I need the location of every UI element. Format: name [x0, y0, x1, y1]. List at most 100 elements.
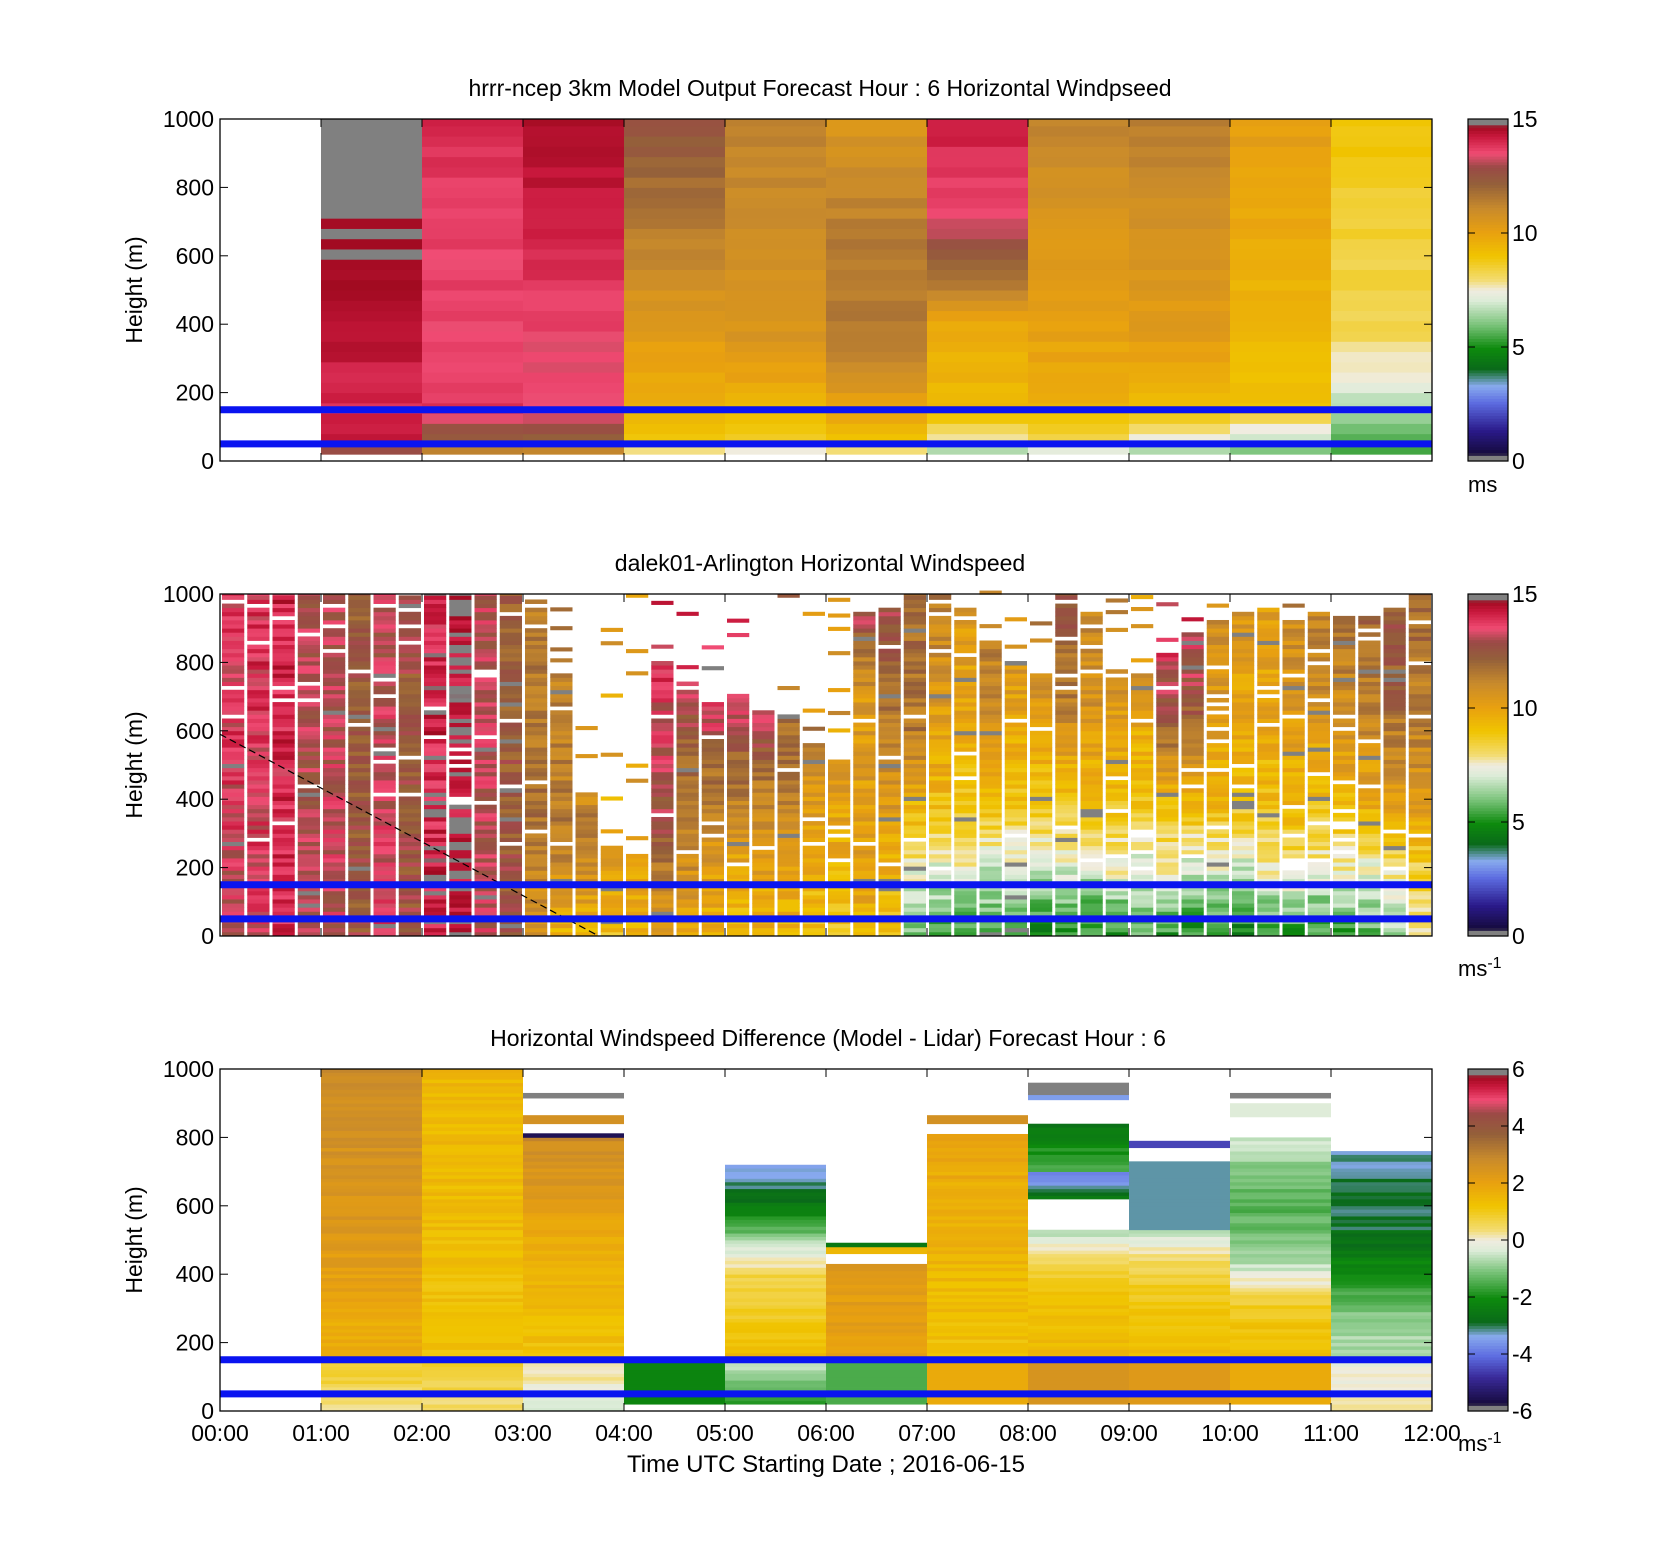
heatmap-cell	[1105, 886, 1128, 892]
heatmap-cell	[1333, 878, 1356, 884]
heatmap-cell	[1080, 673, 1103, 678]
heatmap-cell	[1358, 771, 1381, 777]
heatmap-cell	[777, 931, 800, 937]
heatmap-cell	[725, 1349, 826, 1354]
heatmap-cell	[727, 767, 750, 773]
heatmap-cell	[523, 197, 624, 209]
heatmap-cell	[979, 837, 1002, 843]
heatmap-cell	[297, 611, 320, 617]
heatmap-cell	[903, 689, 926, 695]
heatmap-cell	[1408, 747, 1431, 752]
heatmap-cell	[1307, 890, 1330, 896]
heatmap-cell	[1055, 759, 1078, 765]
heatmap-cell	[1230, 177, 1331, 188]
heatmap-cell	[1105, 685, 1128, 691]
heatmap-cell	[1055, 710, 1078, 715]
colorbar-swatch	[1468, 907, 1508, 911]
heatmap-cell	[979, 866, 1002, 871]
heatmap-cell	[499, 722, 522, 728]
heatmap-cell	[348, 702, 371, 707]
heatmap-cell	[826, 1352, 927, 1357]
heatmap-cell	[853, 628, 876, 633]
heatmap-cell	[1028, 1168, 1129, 1172]
heatmap-cell	[826, 341, 927, 353]
heatmap-cell	[1181, 726, 1204, 732]
heatmap-cell	[247, 739, 270, 744]
heatmap-cell	[676, 825, 699, 830]
heatmap-cell	[727, 899, 750, 904]
heatmap-cell	[550, 763, 573, 769]
heatmap-cell	[1129, 1380, 1230, 1385]
heatmap-cell	[878, 640, 901, 646]
heatmap-cell	[499, 903, 522, 908]
heatmap-cell	[927, 1195, 1028, 1200]
heatmap-cell	[1230, 1284, 1331, 1289]
heatmap-cell	[903, 693, 926, 699]
colorbar-swatch	[1468, 747, 1508, 752]
heatmap-cell	[1028, 320, 1129, 332]
heatmap-cell	[752, 878, 775, 884]
heatmap-cell	[828, 899, 851, 904]
colorbar-swatch	[1468, 201, 1508, 206]
heatmap-cell	[499, 681, 522, 687]
heatmap-cell	[927, 125, 1028, 137]
heatmap-cell	[1080, 714, 1103, 719]
colorbar-swatch	[1468, 665, 1508, 669]
heatmap-cell	[676, 739, 699, 744]
heatmap-cell	[449, 890, 472, 896]
colorbar-swatch	[1468, 602, 1508, 606]
heatmap-cell	[1030, 829, 1053, 834]
heatmap-cell	[1028, 1185, 1129, 1190]
heatmap-cell	[1206, 878, 1229, 884]
heatmap-cell	[449, 853, 472, 859]
heatmap-cell	[1358, 697, 1381, 703]
heatmap-cell	[1181, 689, 1204, 695]
colorbar-swatch	[1468, 141, 1508, 146]
heatmap-cell	[1230, 1175, 1331, 1179]
heatmap-cell	[373, 644, 396, 650]
heatmap-cell	[828, 688, 851, 693]
heatmap-cell	[474, 829, 497, 834]
heatmap-cell	[523, 119, 624, 127]
heatmap-cell	[297, 849, 320, 855]
heatmap-cell	[1028, 1400, 1129, 1405]
heatmap-cell	[1331, 1373, 1432, 1378]
heatmap-cell	[725, 1205, 826, 1210]
heatmap-cell	[1257, 681, 1280, 687]
heatmap-cell	[247, 784, 270, 789]
heatmap-cell	[222, 796, 245, 801]
heatmap-cell	[927, 361, 1028, 373]
heatmap-cell	[1080, 886, 1103, 892]
heatmap-cell	[727, 730, 750, 736]
heatmap-cell	[1030, 812, 1053, 818]
colorbar-swatch	[1468, 1385, 1508, 1389]
heatmap-cell	[727, 874, 750, 879]
colorbar-swatch	[1468, 423, 1508, 428]
heatmap-cell	[422, 1106, 523, 1111]
heatmap-cell	[1282, 853, 1305, 859]
heatmap-cell	[777, 927, 800, 933]
heatmap-cell	[323, 825, 346, 830]
heatmap-cell	[1333, 648, 1356, 654]
heatmap-cell	[1257, 759, 1280, 765]
heatmap-cell	[424, 911, 447, 916]
colorbar-swatch	[1468, 1348, 1508, 1352]
dashed-boundary-line	[219, 733, 600, 937]
heatmap-cell	[1408, 792, 1431, 797]
colorbar-swatch	[1468, 227, 1508, 231]
heatmap-cell	[1331, 341, 1432, 353]
heatmap-cell	[1105, 763, 1128, 769]
heatmap-cell	[1230, 1373, 1331, 1378]
heatmap-cell	[525, 767, 548, 773]
heatmap-cell	[1333, 632, 1356, 637]
heatmap-cell	[1331, 1161, 1432, 1166]
heatmap-cell	[1156, 808, 1179, 814]
colorbar-swatch	[1468, 613, 1508, 618]
colorbar-swatch	[1468, 625, 1508, 629]
colorbar-swatch	[1468, 221, 1508, 226]
heatmap-cell	[1331, 1366, 1432, 1371]
heatmap-cell	[853, 780, 876, 785]
heatmap-cell	[927, 177, 1028, 188]
heatmap-cell	[701, 825, 724, 830]
heatmap-cell	[1206, 619, 1229, 625]
